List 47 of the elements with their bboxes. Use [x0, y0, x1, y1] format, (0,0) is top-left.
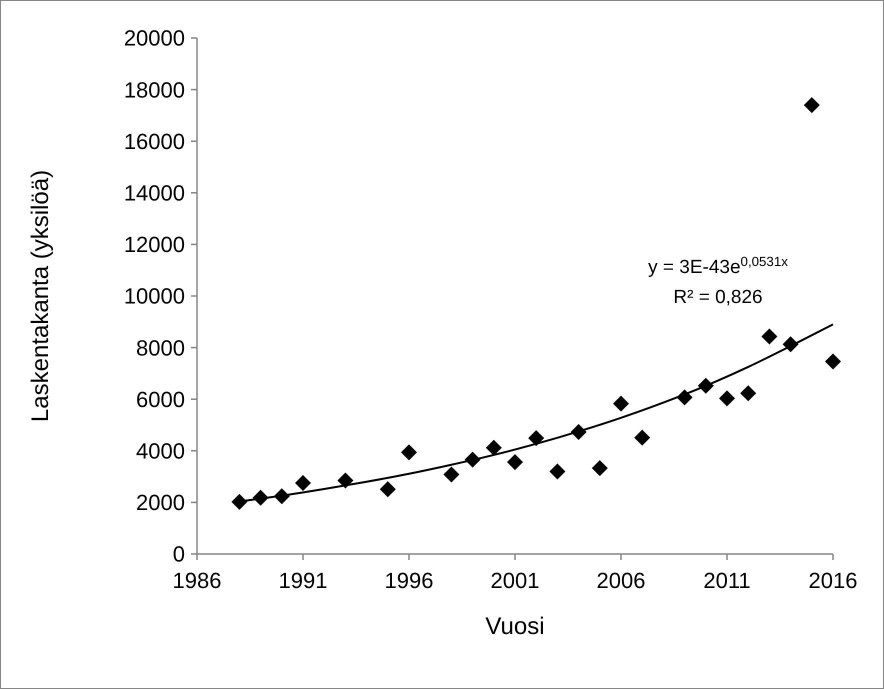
point — [295, 475, 311, 492]
y-tick-label: 6000 — [136, 386, 185, 412]
y-tick-label: 4000 — [136, 438, 185, 464]
y-axis-title: Laskentakanta (yksilöä) — [27, 170, 54, 422]
annotation: y = 3E-43e$^{0,0531x}$ — [648, 254, 788, 278]
point — [698, 378, 714, 394]
y-tick-label: 10000 — [124, 284, 185, 309]
x-tick-label: 2001 — [490, 568, 540, 593]
y-tick-label: 20000 — [124, 26, 185, 51]
point — [719, 390, 735, 406]
y-tick-label: 8000 — [136, 335, 185, 360]
point — [804, 97, 820, 114]
point — [464, 452, 481, 468]
x-axis-title: Vuosi — [485, 613, 545, 640]
point — [549, 463, 566, 480]
x-tick-label: 1991 — [278, 568, 328, 593]
point — [782, 336, 799, 352]
x-tick-label: 2006 — [596, 568, 646, 593]
x-tick-label: 2016 — [808, 568, 858, 593]
x-tick-label: 1996 — [384, 568, 434, 593]
y-tick-label: 18000 — [124, 77, 185, 102]
x-tick-label: 2011 — [703, 568, 751, 593]
point — [401, 444, 417, 460]
y-tick-label: 12000 — [124, 232, 185, 258]
point — [634, 430, 650, 446]
y-tick-label: 2000 — [136, 490, 185, 516]
point — [528, 430, 544, 446]
point — [274, 488, 290, 504]
point — [676, 389, 693, 406]
point — [507, 454, 523, 470]
point — [592, 460, 608, 476]
point — [825, 354, 841, 370]
annotation: R² = 0,826 — [673, 287, 763, 308]
y-tick-label: 0 — [172, 542, 185, 567]
point — [252, 490, 269, 506]
point — [380, 481, 396, 498]
point — [761, 328, 778, 345]
x-tick-label: 1986 — [172, 568, 222, 593]
point — [443, 466, 460, 483]
y-tick-label: 14000 — [124, 180, 185, 206]
point — [570, 424, 587, 440]
y-tick-label: 16000 — [124, 128, 185, 154]
point — [231, 494, 248, 510]
point — [613, 396, 629, 412]
point — [486, 440, 502, 456]
point — [337, 472, 354, 488]
point — [740, 385, 756, 402]
